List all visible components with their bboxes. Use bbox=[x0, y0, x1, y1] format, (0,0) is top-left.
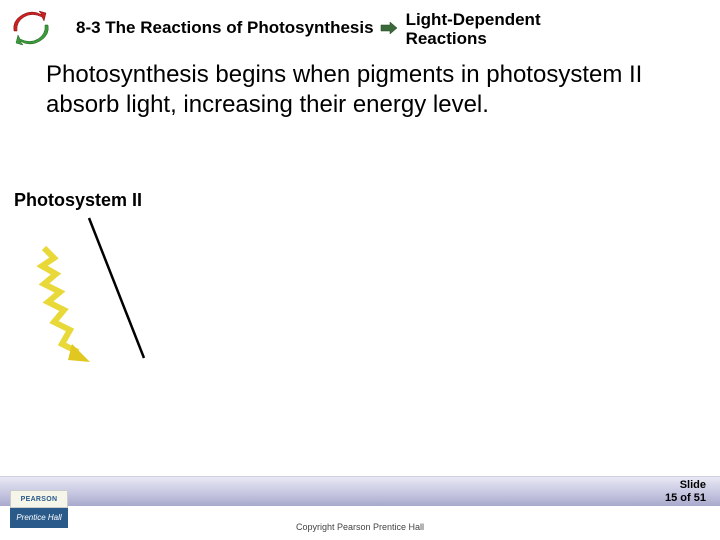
logo-pearson-text: PEARSON bbox=[21, 496, 58, 503]
copyright-text: Copyright Pearson Prentice Hall bbox=[0, 522, 720, 532]
body-text: Photosynthesis begins when pigments in p… bbox=[0, 56, 720, 120]
section-subtitle: Light-Dependent Reactions bbox=[406, 11, 541, 48]
slide-number: Slide 15 of 51 bbox=[665, 479, 706, 504]
diagram-label: Photosystem II bbox=[14, 190, 142, 211]
footer-bar: Slide 15 of 51 bbox=[0, 476, 720, 506]
chapter-title: 8-3 The Reactions of Photosynthesis bbox=[76, 18, 374, 38]
slide-label: Slide bbox=[680, 479, 706, 491]
arrow-divider-icon bbox=[380, 21, 398, 35]
photosystem-diagram bbox=[14, 210, 194, 380]
slide-current: 15 bbox=[665, 492, 677, 504]
energy-line bbox=[89, 218, 144, 358]
subtitle-line1: Light-Dependent bbox=[406, 11, 541, 30]
slide-total: 51 bbox=[694, 492, 706, 504]
recycle-arrows-icon bbox=[8, 7, 54, 49]
slide-of: of bbox=[680, 492, 690, 504]
logo-prentice-text: Prentice Hall bbox=[16, 514, 61, 521]
light-zigzag bbox=[42, 248, 78, 352]
slide-header: 8-3 The Reactions of Photosynthesis Ligh… bbox=[0, 0, 720, 56]
subtitle-line2: Reactions bbox=[406, 30, 541, 49]
logo-top: PEARSON bbox=[10, 490, 68, 508]
